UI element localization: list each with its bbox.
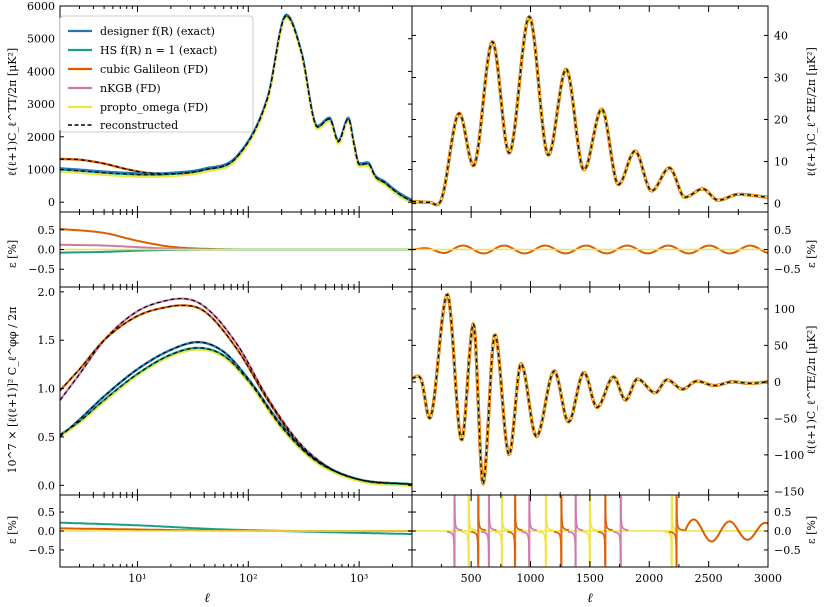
ytick-label-ee: 40 xyxy=(774,29,788,42)
ytick-label-ee: 30 xyxy=(774,71,788,84)
ee-err-galileon-line xyxy=(412,244,769,255)
xtick-label-te_err: 3000 xyxy=(754,572,782,585)
ytick-label-pp_err: 0.0 xyxy=(38,525,56,538)
right-xlabel: ℓ xyxy=(587,591,593,606)
legend-label-galileon: cubic Galileon (FD) xyxy=(100,63,208,76)
ytick-label-tt: 2000 xyxy=(27,131,55,144)
ytick-label-ee_err: 0.5 xyxy=(774,224,792,237)
tt-err-ylabel: ε [%] xyxy=(6,240,19,268)
legend-label-designer: designer f(R) (exact) xyxy=(100,25,215,38)
te-reconstructed-line xyxy=(412,293,768,485)
ytick-label-te_err: 0.5 xyxy=(774,506,792,519)
frame-ee xyxy=(411,5,769,213)
xtick-label-te_err: 2500 xyxy=(695,572,723,585)
frame-pp xyxy=(59,286,413,496)
ytick-label-ee: 20 xyxy=(774,114,788,127)
ytick-label-ee_err: 0.0 xyxy=(774,244,792,257)
te-err-spike xyxy=(568,496,584,566)
ytick-label-te: −150 xyxy=(774,485,804,498)
te-err-spike xyxy=(446,496,463,566)
ytick-label-ee: 10 xyxy=(774,156,788,169)
ytick-label-te: 50 xyxy=(774,339,788,352)
ytick-label-tt: 6000 xyxy=(27,0,55,13)
ytick-label-pp: 0.0 xyxy=(38,479,56,492)
ytick-label-tt_err: 0.5 xyxy=(38,224,56,237)
tt-ylabel: ℓ(ℓ+1)C_ℓ^TT/2π [μK²] xyxy=(6,48,19,176)
legend-box xyxy=(59,15,254,133)
te-err-spike xyxy=(669,496,685,566)
ytick-label-ee: 0 xyxy=(774,198,781,211)
legend-label-hs: HS f(R) n = 1 (exact) xyxy=(100,44,217,57)
ytick-label-te: 100 xyxy=(774,303,795,316)
ytick-label-tt: 0 xyxy=(48,196,55,209)
te-err-galileon-line xyxy=(684,518,768,543)
left-xlabel: ℓ xyxy=(204,591,210,606)
legend-label-reconstructed: reconstructed xyxy=(100,119,178,132)
xtick-label-te_err: 2000 xyxy=(635,572,663,585)
te-err-spike xyxy=(613,496,629,566)
te-err-spike xyxy=(481,496,497,566)
ytick-label-te: −50 xyxy=(774,412,797,425)
te-err-ylabel: ε [%] xyxy=(805,516,818,544)
ytick-label-tt_err: 0.0 xyxy=(38,244,56,257)
te-err-spike xyxy=(582,496,598,566)
data-layer xyxy=(60,13,769,567)
ytick-label-te: 0 xyxy=(774,376,781,389)
pp-reconstructed-line xyxy=(60,341,412,485)
tt-reconstructed-line xyxy=(60,15,412,202)
ytick-label-te_err: 0.0 xyxy=(774,525,792,538)
ytick-label-tt: 1000 xyxy=(27,163,55,176)
legend-label-nkgb: nKGB (FD) xyxy=(100,82,161,95)
ee-ylabel: ℓ(ℓ+1)C_ℓ^EE/2π [μK²] xyxy=(805,47,818,177)
ee-reconstructed-line xyxy=(412,16,768,206)
te-err-spike xyxy=(521,496,537,566)
ytick-label-pp_err: −0.5 xyxy=(28,544,55,557)
te-err-spike xyxy=(553,496,569,566)
ytick-label-tt: 3000 xyxy=(27,98,55,111)
xtick-label-te_err: 1000 xyxy=(517,572,545,585)
ytick-label-pp: 0.5 xyxy=(38,431,56,444)
ytick-label-pp: 1.0 xyxy=(38,383,56,396)
ytick-label-tt: 4000 xyxy=(27,65,55,78)
xtick-label-pp_err: 10² xyxy=(239,572,257,585)
ee-galileon-line xyxy=(412,15,768,207)
ytick-label-te_err: −0.5 xyxy=(774,544,801,557)
ytick-label-tt: 5000 xyxy=(27,33,55,46)
te-err-spike xyxy=(597,496,613,566)
legend-label-propto: propto_omega (FD) xyxy=(100,101,208,114)
te-err-spike xyxy=(507,496,523,566)
tt-reconstructed-line xyxy=(60,15,412,202)
te-err-spike xyxy=(538,496,554,566)
pp-designer-line xyxy=(60,340,412,486)
ytick-label-te: −100 xyxy=(774,449,804,462)
pp-propto-line xyxy=(60,349,412,488)
te-err-spike xyxy=(461,496,477,566)
axes-layer: 0100020003000400050006000010203040−0.50.… xyxy=(27,0,804,585)
ytick-label-pp: 1.5 xyxy=(38,334,56,347)
pp-err-ylabel: ε [%] xyxy=(6,516,19,544)
pp-ylabel: 10^7 × [ℓ(ℓ+1)]² C_ℓ^φφ / 2π xyxy=(6,307,19,474)
ytick-label-pp_err: 0.5 xyxy=(38,506,56,519)
te-ylabel: ℓ(ℓ+1)C_ℓ^TE/2π [μK²] xyxy=(805,326,818,455)
xtick-label-pp_err: 10³ xyxy=(350,572,368,585)
ee-propto-line xyxy=(412,15,768,206)
xtick-label-te_err: 500 xyxy=(461,572,482,585)
ytick-label-ee_err: −0.5 xyxy=(774,263,801,276)
ytick-label-tt_err: −0.5 xyxy=(28,263,55,276)
xtick-label-te_err: 1500 xyxy=(576,572,604,585)
te-err-spike xyxy=(494,496,510,566)
te-err-spike xyxy=(470,496,486,566)
xtick-label-pp_err: 10¹ xyxy=(128,572,146,585)
pp-reconstructed-line xyxy=(60,347,412,485)
legend: designer f(R) (exact) HS f(R) n = 1 (exa… xyxy=(59,15,254,133)
ee-err-ylabel: ε [%] xyxy=(805,240,818,268)
ytick-label-pp: 2.0 xyxy=(38,286,56,299)
